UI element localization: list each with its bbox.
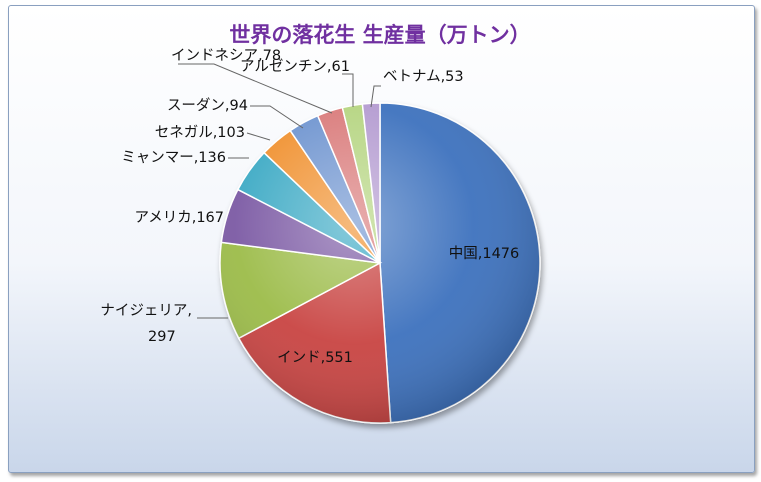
data-label-3: ナイジェリア, 297 bbox=[100, 303, 192, 345]
data-label-8: インドネシア,78 bbox=[171, 47, 281, 64]
data-label-9: アルゼンチン,61 bbox=[240, 58, 350, 75]
slice-1 bbox=[379, 102, 541, 424]
data-label-6: セネガル,103 bbox=[155, 124, 245, 141]
leader-line-10 bbox=[370, 85, 381, 108]
data-label-10: ベトナム,53 bbox=[383, 69, 464, 85]
data-label-1: 中国,1476 bbox=[449, 245, 520, 262]
data-label-5: ミャンマー,136 bbox=[121, 150, 226, 166]
leader-line-8 bbox=[178, 63, 333, 114]
leader-line-9 bbox=[342, 73, 354, 107]
leader-line-7 bbox=[250, 105, 304, 129]
data-label-7: スーダン,94 bbox=[167, 97, 248, 114]
data-label-4: アメリカ,167 bbox=[134, 210, 224, 226]
data-label-2: インド,551 bbox=[277, 350, 353, 366]
leader-line-6 bbox=[246, 132, 271, 141]
chart-title: 世界の落花生 生産量（万トン） bbox=[229, 23, 530, 47]
